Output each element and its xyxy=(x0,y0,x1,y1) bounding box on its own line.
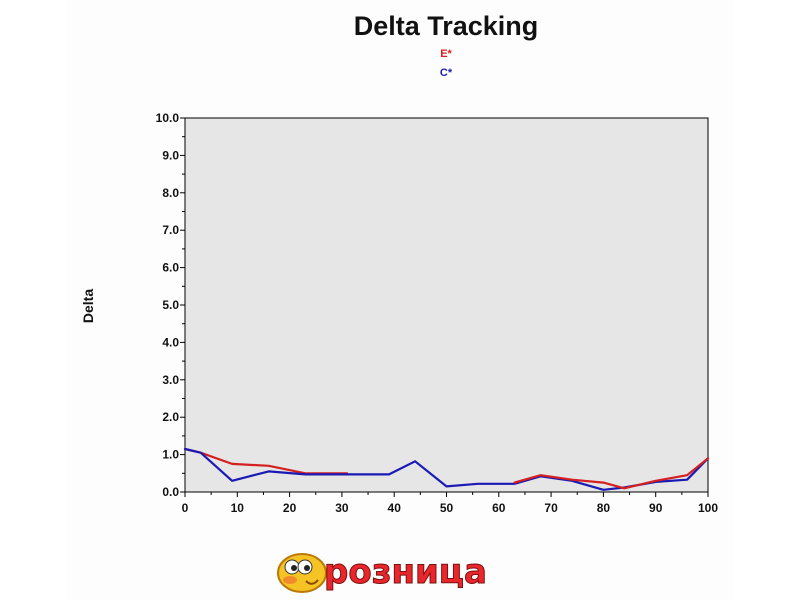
plot-area xyxy=(184,117,709,493)
x-tick-label: 70 xyxy=(544,501,558,515)
y-tick-label: 9.0 xyxy=(162,148,179,162)
y-tick-label: 0.0 xyxy=(162,485,179,499)
delta-tracking-chart: Delta Tracking E* C* 0.0 1.0 2.0 3.0 4.0 5.0 6.… xyxy=(80,11,718,515)
rozница-logo: розница xyxy=(277,552,487,593)
y-tick-label: 10.0 xyxy=(156,111,180,125)
y-tick-label: 5.0 xyxy=(162,298,179,312)
x-tick-label: 100 xyxy=(698,501,718,515)
y-tick-label: 3.0 xyxy=(162,373,179,387)
y-tick-label: 7.0 xyxy=(162,223,179,237)
y-tick-label: 2.0 xyxy=(162,410,179,424)
logo-mascot-icon xyxy=(277,553,327,593)
legend: E* C* xyxy=(440,48,453,79)
y-tick-label: 1.0 xyxy=(162,448,179,462)
y-tick-label: 4.0 xyxy=(162,335,179,349)
x-tick-label: 20 xyxy=(283,501,297,515)
x-axis: 0 10 20 30 40 50 60 70 80 90 100 xyxy=(182,491,718,515)
x-tick-label: 90 xyxy=(649,501,663,515)
y-axis: 0.0 1.0 2.0 3.0 4.0 5.0 6.0 7.0 8.0 9.0 10.0 xyxy=(156,111,186,499)
x-tick-label: 80 xyxy=(597,501,611,515)
logo-text: розница xyxy=(324,552,487,592)
series-lines xyxy=(183,447,710,491)
y-tick-label: 6.0 xyxy=(162,261,179,275)
x-tick-label: 60 xyxy=(492,501,506,515)
x-tick-label: 50 xyxy=(440,501,454,515)
legend-item: E* xyxy=(440,48,452,60)
x-tick-label: 0 xyxy=(182,501,189,515)
x-tick-label: 40 xyxy=(388,501,402,515)
series-line-e-star-2 xyxy=(513,457,710,490)
y-tick-label: 8.0 xyxy=(162,186,179,200)
chart-title: Delta Tracking xyxy=(354,11,539,41)
x-tick-label: 10 xyxy=(231,501,245,515)
y-axis-label: Delta xyxy=(80,289,96,323)
x-tick-label: 30 xyxy=(335,501,349,515)
legend-item: C* xyxy=(440,67,453,79)
